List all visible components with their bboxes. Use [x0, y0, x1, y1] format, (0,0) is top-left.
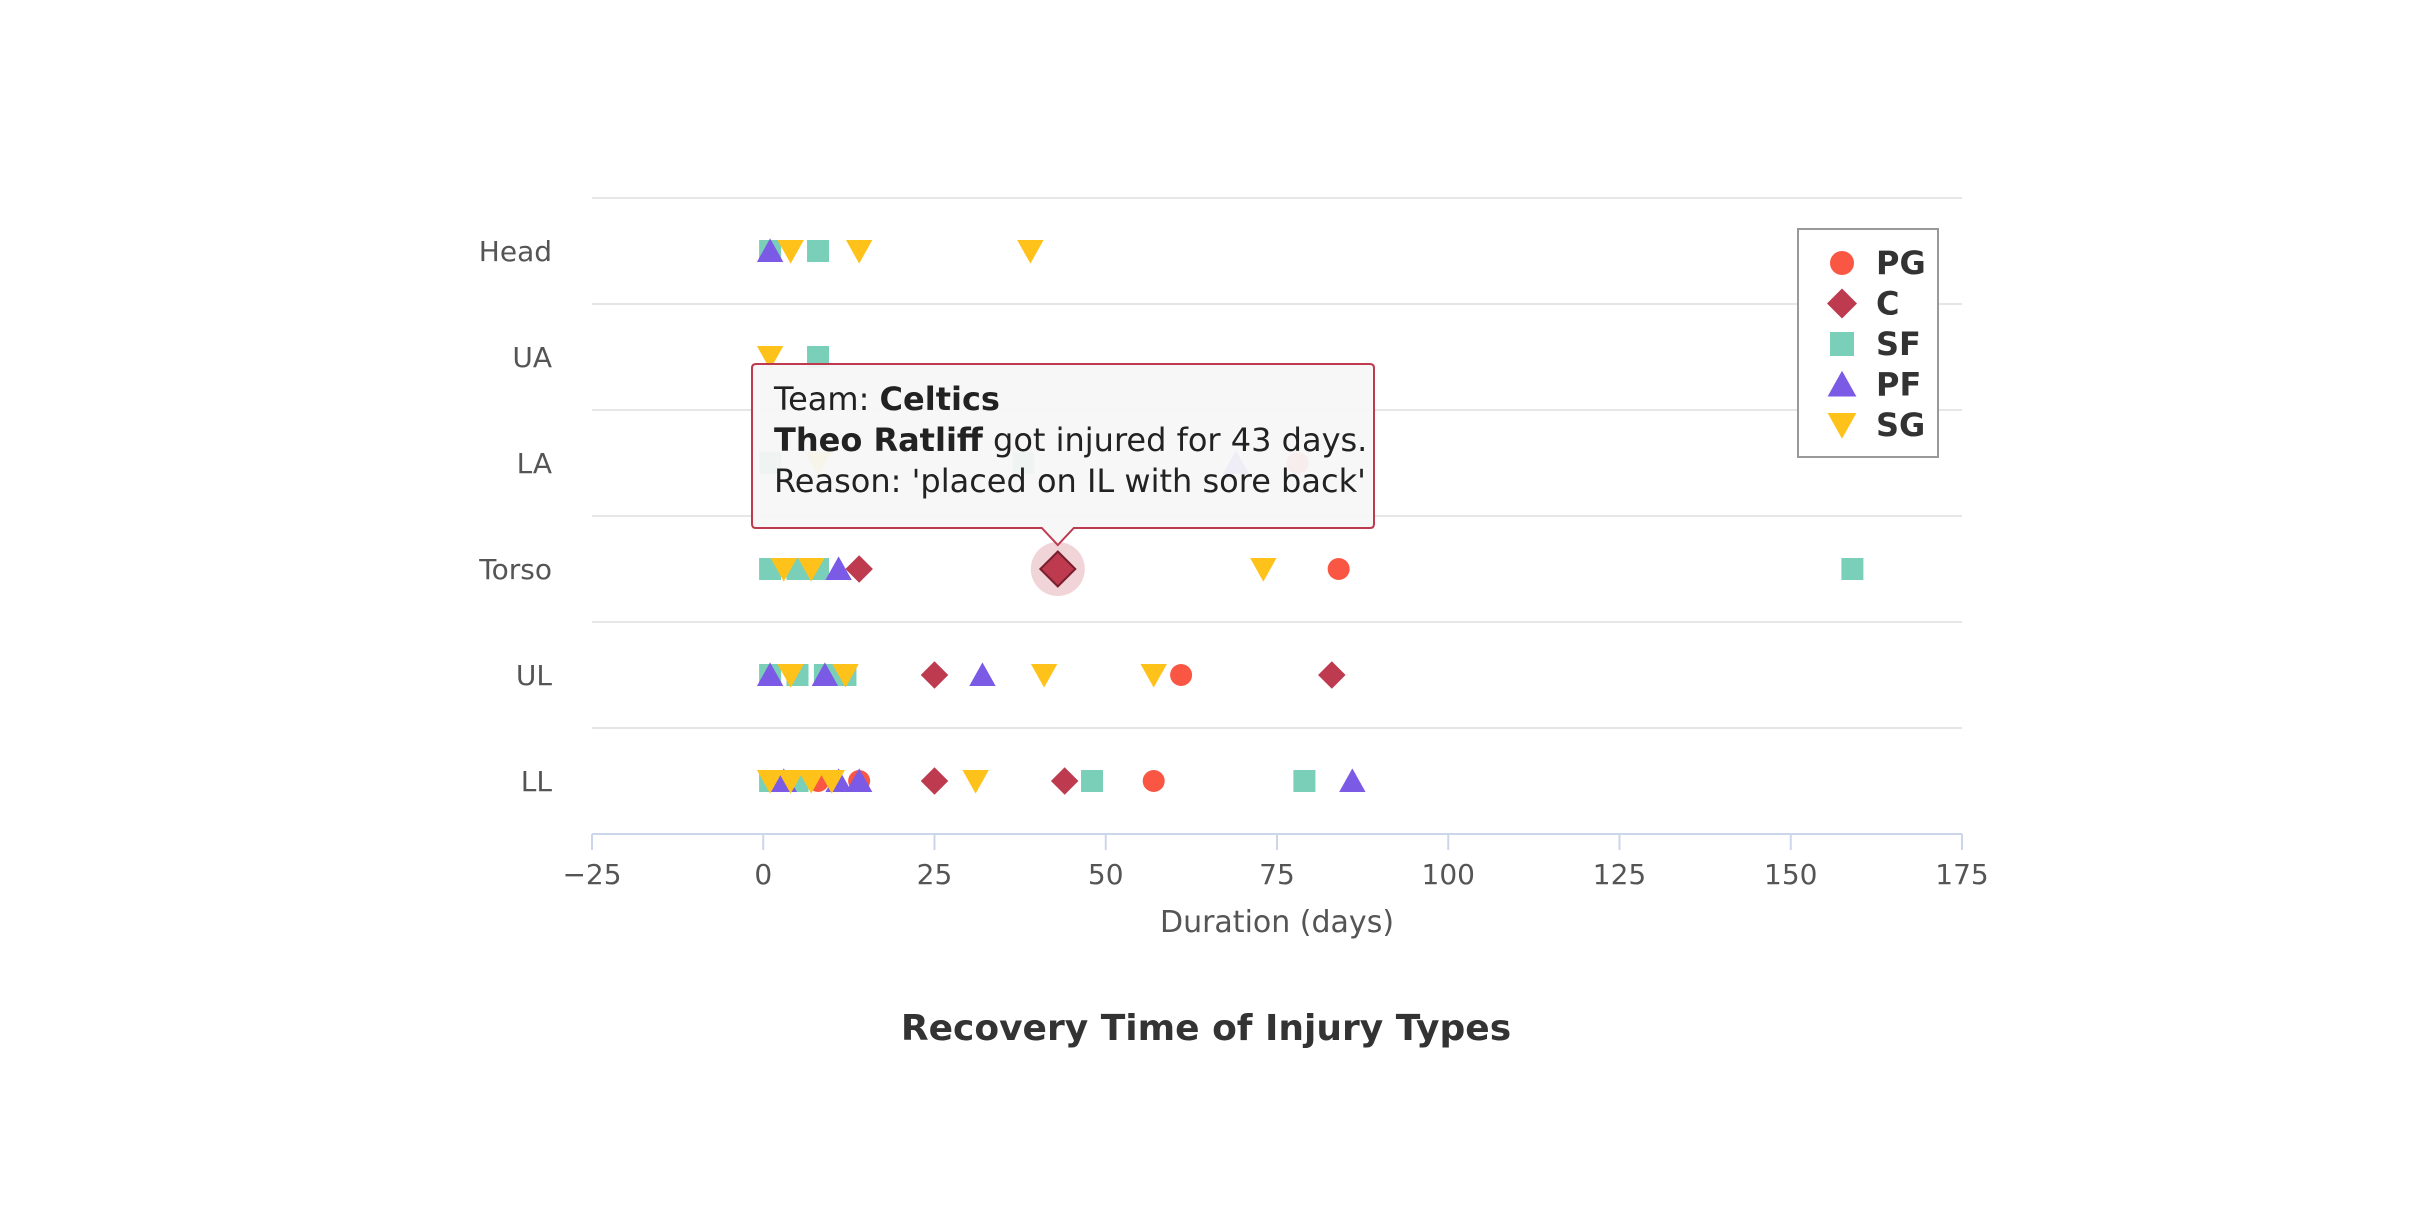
- point-sf: [807, 240, 830, 262]
- x-tick-label: 125: [1593, 858, 1646, 891]
- point-pg: [1327, 558, 1350, 580]
- legend-symbol-sf: [1830, 332, 1854, 356]
- point-pf: [1339, 768, 1366, 792]
- point-sg: [777, 770, 804, 794]
- x-tick-label: 75: [1259, 858, 1295, 891]
- category-axis-labels: Head UA LA Torso UL LL: [478, 235, 552, 798]
- point-sg: [962, 770, 989, 794]
- legend-symbol-pf: [1827, 370, 1857, 397]
- data-points: [756, 238, 1864, 795]
- tooltip-player-name: Theo Ratliff: [774, 421, 984, 459]
- point-sg: [756, 770, 784, 794]
- point-sg: [798, 558, 825, 582]
- point-sg: [798, 770, 825, 794]
- category-label: LA: [517, 447, 552, 480]
- tooltip-injury-text: got injured for 43 days.: [983, 421, 1368, 459]
- category-label: UA: [512, 341, 552, 374]
- x-tick-label: 150: [1764, 858, 1817, 891]
- point-c: [920, 661, 949, 689]
- legend-label-c: C: [1876, 285, 1899, 323]
- point-sg: [756, 346, 784, 370]
- point-pf: [756, 662, 784, 686]
- legend-symbol-sg: [1827, 413, 1857, 439]
- point-sg: [770, 558, 797, 582]
- point-sf: [1293, 770, 1316, 792]
- point-c: [1318, 661, 1346, 689]
- x-axis: −25 0 25 50 75 100 125 150 175: [562, 833, 1989, 891]
- point-sg: [777, 240, 804, 264]
- legend-symbol-pg: [1830, 251, 1854, 275]
- tooltip-injury-line: Theo Ratliff got injured for 43 days.: [774, 421, 1367, 459]
- tooltip-team-name: Celtics: [880, 380, 1000, 418]
- x-tick-label: 25: [917, 858, 953, 891]
- point-sg: [818, 770, 845, 794]
- point-pf: [811, 662, 839, 686]
- point-sg: [777, 664, 804, 688]
- point-pf: [756, 238, 784, 262]
- legend-box: [1797, 228, 1939, 458]
- point-pg: [1170, 664, 1193, 686]
- legend-label-pg: PG: [1876, 244, 1926, 282]
- point-pf: [825, 556, 852, 580]
- x-tick-label: 100: [1422, 858, 1475, 891]
- point-sg: [1030, 664, 1058, 688]
- tooltip-box: [751, 363, 1375, 547]
- category-label: LL: [521, 765, 553, 798]
- point-sg: [1140, 664, 1167, 688]
- x-tick-label: 50: [1088, 858, 1124, 891]
- tooltip: Team: Celtics Theo Ratliff got injured f…: [751, 363, 1375, 547]
- point-sg: [845, 240, 873, 264]
- legend-symbol-c: [1827, 288, 1857, 319]
- point-sg: [1250, 558, 1277, 582]
- point-sg: [832, 664, 859, 688]
- point-sg: [1017, 240, 1044, 264]
- point-c: [845, 555, 873, 583]
- x-tick-label: −25: [562, 858, 621, 891]
- point-pg: [1142, 770, 1165, 792]
- legend-label-sg: SG: [1876, 406, 1925, 444]
- legend-label-sf: SF: [1876, 325, 1921, 363]
- tooltip-reason-line: Reason: 'placed on IL with sore back': [774, 462, 1366, 500]
- point-sf: [1841, 558, 1864, 580]
- x-tick-label: 175: [1935, 858, 1988, 891]
- highlighted-point: [1038, 550, 1077, 588]
- category-label: Torso: [478, 553, 552, 586]
- point-pf: [845, 768, 873, 792]
- x-axis-title: Duration (days): [1160, 905, 1394, 940]
- tooltip-team-prefix: Team:: [773, 380, 880, 418]
- x-tick-label: 0: [754, 858, 772, 891]
- point-sf: [1081, 770, 1104, 792]
- point-sf: [807, 346, 830, 368]
- point-pf: [969, 662, 996, 686]
- legend-label-pf: PF: [1876, 366, 1921, 404]
- tooltip-team-line: Team: Celtics: [773, 380, 1000, 418]
- category-label: Head: [479, 235, 552, 268]
- point-c: [920, 767, 949, 795]
- category-label: UL: [516, 659, 552, 692]
- point-c: [1050, 767, 1079, 795]
- chart-title: Recovery Time of Injury Types: [901, 1008, 1511, 1049]
